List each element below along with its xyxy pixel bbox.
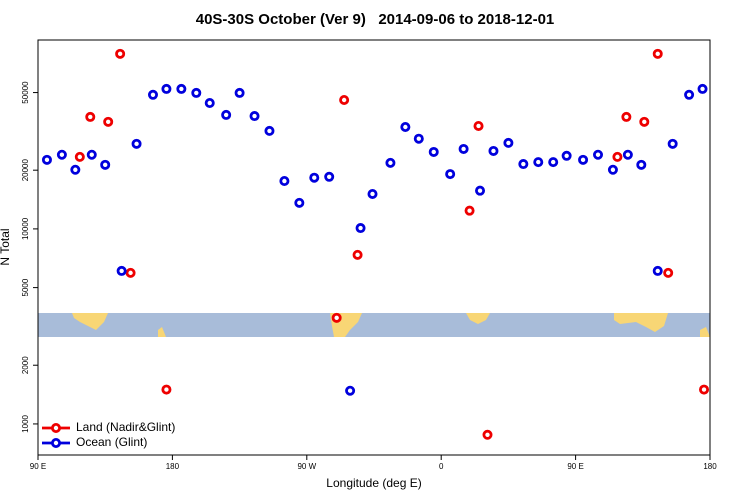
point (561, 150, 572, 161)
point (161, 83, 172, 94)
x-axis-label: Longitude (deg E) (326, 476, 421, 490)
point (464, 205, 475, 216)
point (607, 164, 618, 175)
y-tick-label: 10000 (21, 217, 30, 240)
point (652, 265, 663, 276)
legend-label: Land (Nadir&Glint) (76, 420, 175, 434)
point (115, 48, 126, 59)
point (294, 197, 305, 208)
point (56, 149, 67, 160)
legend-marker (51, 422, 62, 433)
point (684, 89, 695, 100)
point (503, 137, 514, 148)
point (367, 188, 378, 199)
point (578, 154, 589, 165)
point (249, 111, 260, 122)
point (518, 159, 529, 170)
point (221, 109, 232, 120)
point (41, 154, 52, 165)
point (445, 169, 456, 180)
point (663, 267, 674, 278)
point (204, 98, 215, 109)
point (639, 116, 650, 127)
point (324, 171, 335, 182)
y-tick-label: 2000 (21, 356, 30, 374)
point (473, 120, 484, 131)
point (652, 48, 663, 59)
map-strip (38, 313, 710, 337)
point (667, 138, 678, 149)
point (593, 149, 604, 160)
x-tick-label: 90 E (30, 462, 46, 471)
point (85, 111, 96, 122)
point (621, 111, 632, 122)
point (458, 143, 469, 154)
point (125, 267, 136, 278)
point (345, 385, 356, 396)
y-axis-label: N Total (0, 228, 12, 265)
plot-frame (37, 39, 711, 456)
chart-title: 40S-30S October (Ver 9) 2014-09-06 to 20… (196, 11, 555, 28)
legend-label: Ocean (Glint) (76, 435, 147, 449)
point (699, 384, 710, 395)
point (74, 151, 85, 162)
point (131, 138, 142, 149)
point (482, 429, 493, 440)
point (475, 185, 486, 196)
point (339, 94, 350, 105)
point (533, 157, 544, 168)
x-tick-label: 0 (439, 462, 444, 471)
point (70, 164, 81, 175)
point (612, 151, 623, 162)
point (413, 133, 424, 144)
x-tick-label: 90 E (567, 462, 583, 471)
point (636, 159, 647, 170)
point (100, 159, 111, 170)
point (622, 149, 633, 160)
point (176, 83, 187, 94)
point (161, 384, 172, 395)
point (331, 312, 342, 323)
point (103, 116, 114, 127)
point (116, 265, 127, 276)
point (147, 89, 158, 100)
point (234, 87, 245, 98)
y-tick-label: 50000 (21, 81, 30, 104)
legend-marker (51, 437, 62, 448)
x-tick-label: 180 (703, 462, 717, 471)
y-tick-label: 5000 (21, 278, 30, 296)
point (428, 146, 439, 157)
point (86, 149, 97, 160)
point (697, 83, 708, 94)
point (279, 176, 290, 187)
point (309, 172, 320, 183)
point (352, 249, 363, 260)
point (488, 145, 499, 156)
y-tick-label: 20000 (21, 159, 30, 182)
point (191, 87, 202, 98)
y-tick-label: 1000 (21, 414, 30, 432)
x-tick-label: 180 (166, 462, 180, 471)
x-tick-label: 90 W (297, 462, 316, 471)
point (355, 223, 366, 234)
point (400, 121, 411, 132)
point (264, 125, 275, 136)
point (385, 157, 396, 168)
point (548, 157, 559, 168)
